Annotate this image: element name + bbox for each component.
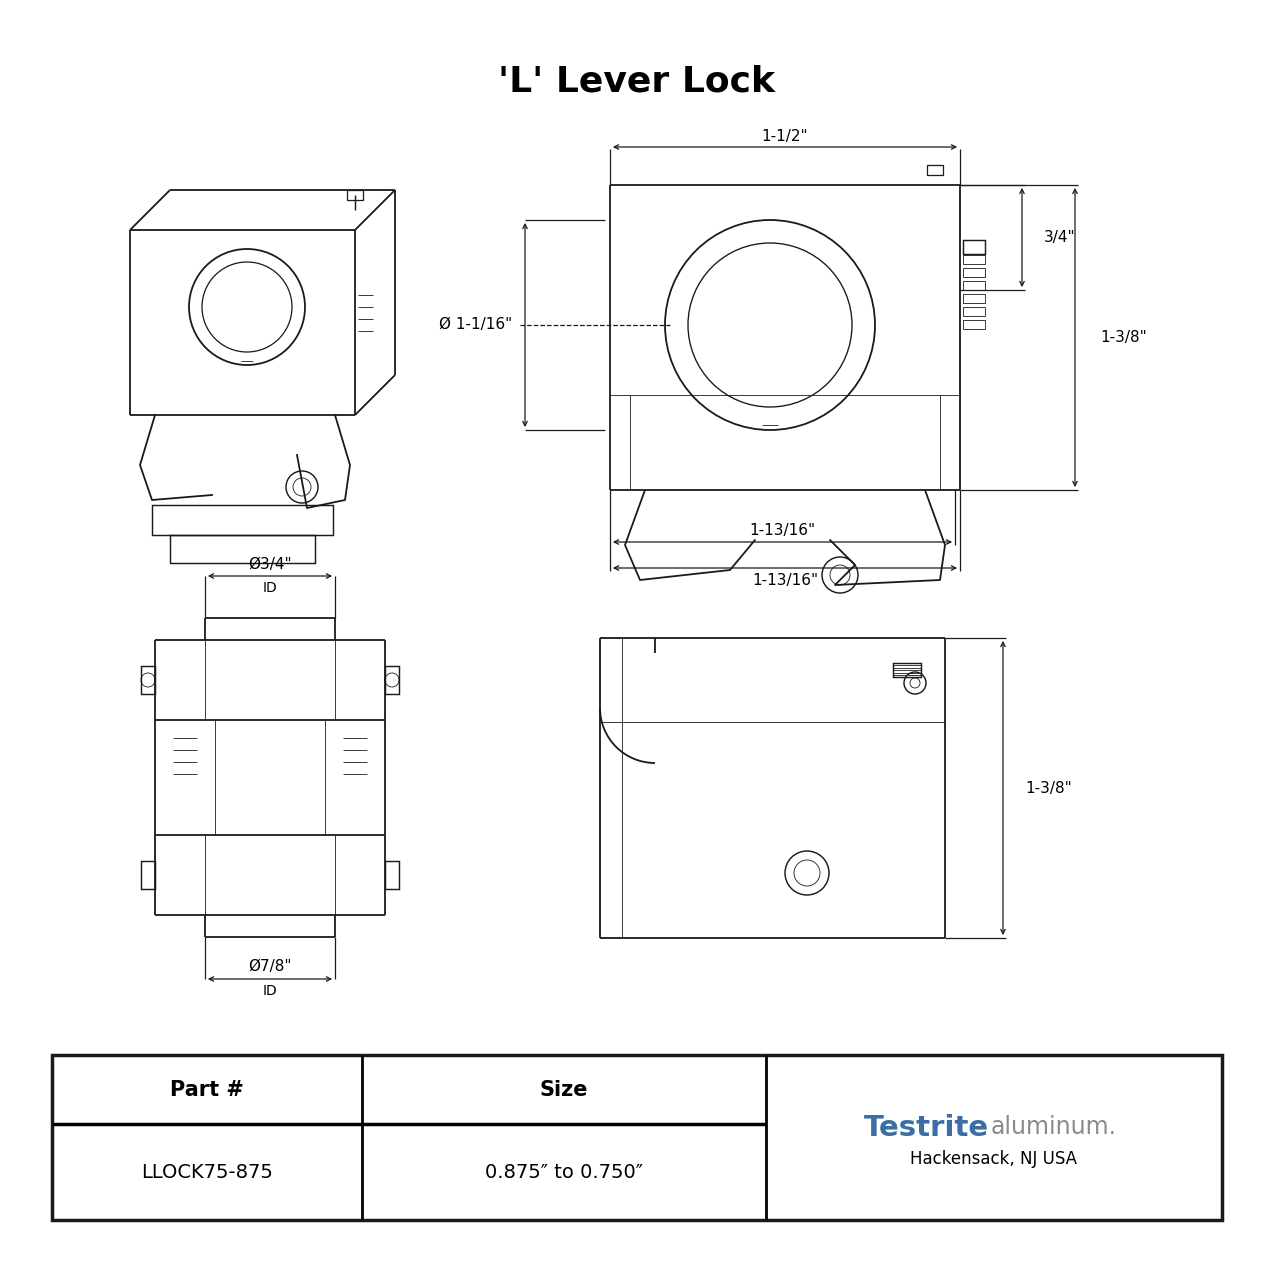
Bar [963, 268, 986, 277]
Text: Part #: Part # [170, 1080, 244, 1099]
Text: LLOCK75-875: LLOCK75-875 [142, 1163, 273, 1182]
Text: 1-3/8": 1-3/8" [1100, 330, 1146, 346]
Bar [963, 320, 986, 329]
Text: Ø3/4": Ø3/4" [249, 556, 292, 571]
Bar [142, 666, 156, 694]
Bar [927, 164, 944, 175]
Bar [152, 505, 333, 536]
Bar [385, 666, 399, 694]
Text: 1-1/2": 1-1/2" [761, 130, 808, 144]
Bar [52, 1054, 1221, 1220]
Text: ID: ID [263, 984, 278, 998]
Bar [892, 663, 921, 677]
Text: Size: Size [539, 1080, 588, 1099]
Bar [963, 280, 986, 289]
Text: ID: ID [263, 581, 278, 595]
Text: 0.875″ to 0.750″: 0.875″ to 0.750″ [484, 1163, 643, 1182]
Text: 1-3/8": 1-3/8" [1025, 780, 1072, 796]
Bar [963, 307, 986, 316]
Bar [142, 861, 156, 889]
Bar [385, 861, 399, 889]
Text: Ø 1-1/16": Ø 1-1/16" [439, 317, 513, 333]
Text: 3/4": 3/4" [1044, 230, 1076, 245]
Text: Ø7/8": Ø7/8" [249, 960, 292, 974]
Bar [963, 240, 986, 254]
Text: Testrite: Testrite [863, 1113, 989, 1141]
Text: 1-13/16": 1-13/16" [750, 524, 816, 538]
Bar [170, 536, 315, 564]
Text: Hackensack, NJ USA: Hackensack, NJ USA [910, 1150, 1077, 1168]
Bar [963, 295, 986, 303]
Text: 1-13/16": 1-13/16" [752, 574, 819, 589]
Bar [347, 190, 363, 200]
Bar [963, 255, 986, 264]
Text: aluminum.: aluminum. [991, 1116, 1117, 1140]
Text: 'L' Lever Lock: 'L' Lever Lock [499, 65, 775, 99]
